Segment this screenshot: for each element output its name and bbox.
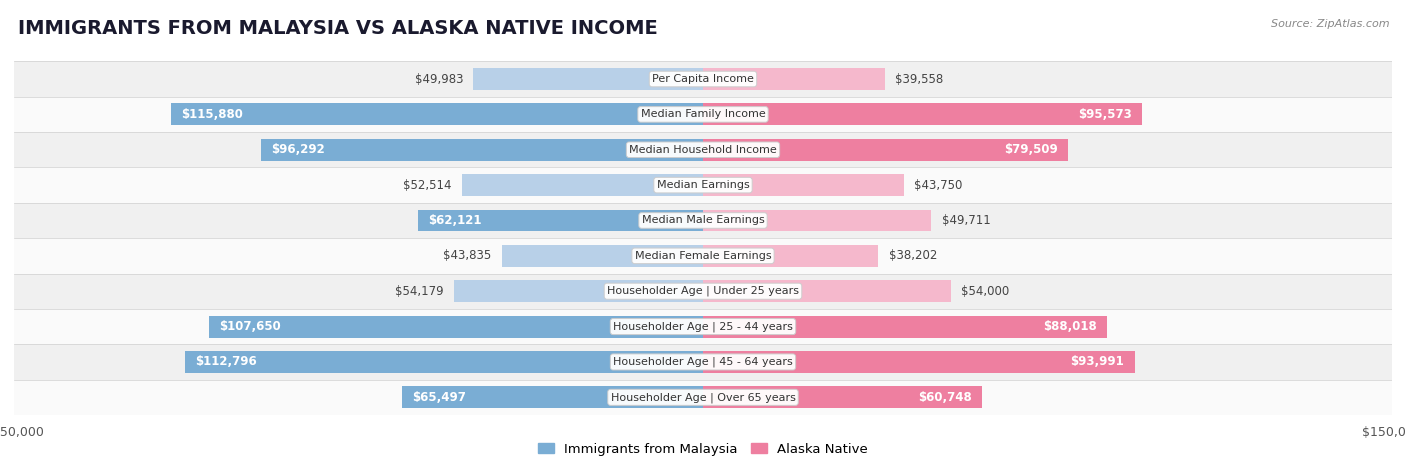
Text: $88,018: $88,018: [1043, 320, 1097, 333]
Text: $79,509: $79,509: [1004, 143, 1057, 156]
Bar: [208, 316, 703, 338]
Text: $112,796: $112,796: [195, 355, 257, 368]
Bar: [502, 245, 703, 267]
Text: Median Family Income: Median Family Income: [641, 109, 765, 120]
Text: $49,711: $49,711: [942, 214, 990, 227]
Text: $49,983: $49,983: [415, 72, 463, 85]
Text: Householder Age | 25 - 44 years: Householder Age | 25 - 44 years: [613, 321, 793, 332]
Bar: [703, 245, 879, 267]
Bar: [14, 203, 1392, 238]
Bar: [14, 274, 1392, 309]
Bar: [418, 210, 703, 232]
Bar: [14, 309, 1392, 344]
Text: IMMIGRANTS FROM MALAYSIA VS ALASKA NATIVE INCOME: IMMIGRANTS FROM MALAYSIA VS ALASKA NATIV…: [18, 19, 658, 38]
Bar: [14, 168, 1392, 203]
Text: $107,650: $107,650: [219, 320, 281, 333]
Bar: [703, 351, 1135, 373]
Bar: [703, 316, 1108, 338]
Bar: [14, 61, 1392, 97]
Bar: [14, 97, 1392, 132]
Text: $43,835: $43,835: [443, 249, 491, 262]
Text: $115,880: $115,880: [181, 108, 243, 121]
Text: Median Household Income: Median Household Income: [628, 145, 778, 155]
Text: $60,748: $60,748: [918, 391, 972, 404]
Text: Source: ZipAtlas.com: Source: ZipAtlas.com: [1271, 19, 1389, 28]
Bar: [703, 103, 1142, 125]
Text: $52,514: $52,514: [404, 178, 451, 191]
Text: Householder Age | 45 - 64 years: Householder Age | 45 - 64 years: [613, 357, 793, 367]
Bar: [402, 386, 703, 408]
Bar: [703, 68, 884, 90]
Bar: [14, 132, 1392, 168]
Text: Per Capita Income: Per Capita Income: [652, 74, 754, 84]
Bar: [186, 351, 703, 373]
Bar: [14, 380, 1392, 415]
Text: $43,750: $43,750: [914, 178, 963, 191]
Text: $65,497: $65,497: [412, 391, 467, 404]
Bar: [461, 174, 703, 196]
Bar: [454, 280, 703, 302]
Text: $39,558: $39,558: [896, 72, 943, 85]
Bar: [260, 139, 703, 161]
Text: $93,991: $93,991: [1070, 355, 1125, 368]
Bar: [703, 210, 931, 232]
Text: Median Earnings: Median Earnings: [657, 180, 749, 190]
Bar: [474, 68, 703, 90]
Text: Median Male Earnings: Median Male Earnings: [641, 215, 765, 226]
Bar: [703, 139, 1069, 161]
Bar: [703, 280, 950, 302]
Text: $54,179: $54,179: [395, 285, 444, 298]
Text: Householder Age | Under 25 years: Householder Age | Under 25 years: [607, 286, 799, 297]
Bar: [14, 344, 1392, 380]
Legend: Immigrants from Malaysia, Alaska Native: Immigrants from Malaysia, Alaska Native: [533, 438, 873, 461]
Text: $38,202: $38,202: [889, 249, 938, 262]
Text: $95,573: $95,573: [1078, 108, 1132, 121]
Bar: [14, 238, 1392, 274]
Text: Median Female Earnings: Median Female Earnings: [634, 251, 772, 261]
Bar: [703, 174, 904, 196]
Text: Householder Age | Over 65 years: Householder Age | Over 65 years: [610, 392, 796, 403]
Text: $96,292: $96,292: [271, 143, 325, 156]
Bar: [703, 386, 981, 408]
Text: $54,000: $54,000: [962, 285, 1010, 298]
Text: $62,121: $62,121: [427, 214, 481, 227]
Bar: [170, 103, 703, 125]
